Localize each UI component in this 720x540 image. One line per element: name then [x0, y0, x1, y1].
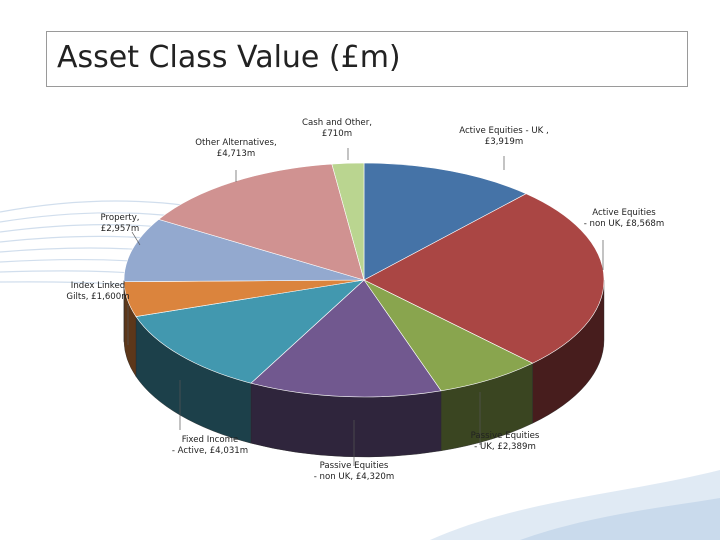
title-box: Asset Class Value (£m): [46, 31, 688, 87]
pie-slice-8: [158, 163, 365, 281]
pie-sides: [123, 279, 605, 458]
page-title: Asset Class Value (£m): [57, 40, 401, 75]
pie-slice-5: [135, 279, 365, 384]
pie-slice-3: [363, 279, 534, 392]
leader-lines: [127, 148, 604, 466]
data-label-4: Passive Equities - non UK, £4,320m: [314, 461, 395, 482]
data-label-1: Active Equities - UK , £3,919m: [459, 126, 549, 147]
data-label-2: Active Equities - non UK, £8,568m: [584, 208, 665, 229]
pie-slice-9: [331, 162, 365, 281]
leader-line-7: [131, 231, 141, 246]
data-label-9: Cash and Other, £710m: [302, 118, 372, 139]
data-label-6: Index Linked Gilts, £1,600m: [66, 281, 129, 302]
pie-slice-2: [363, 193, 605, 364]
pie-slice-7: [123, 219, 365, 283]
data-labels: Active Equities - UK , £3,919m Active Equi…: [66, 118, 664, 482]
data-label-7: Property, £2,957m: [100, 213, 139, 234]
pie-top: [123, 162, 605, 398]
pie-slice-4: [250, 279, 442, 398]
pie-slice-1: [363, 162, 527, 281]
data-label-3: Passive Equities - UK, £2,389m: [471, 431, 540, 452]
data-label-5: Fixed Income - Active, £4,031m: [172, 435, 248, 456]
data-label-8: Other Alternatives, £4,713m: [195, 138, 277, 159]
